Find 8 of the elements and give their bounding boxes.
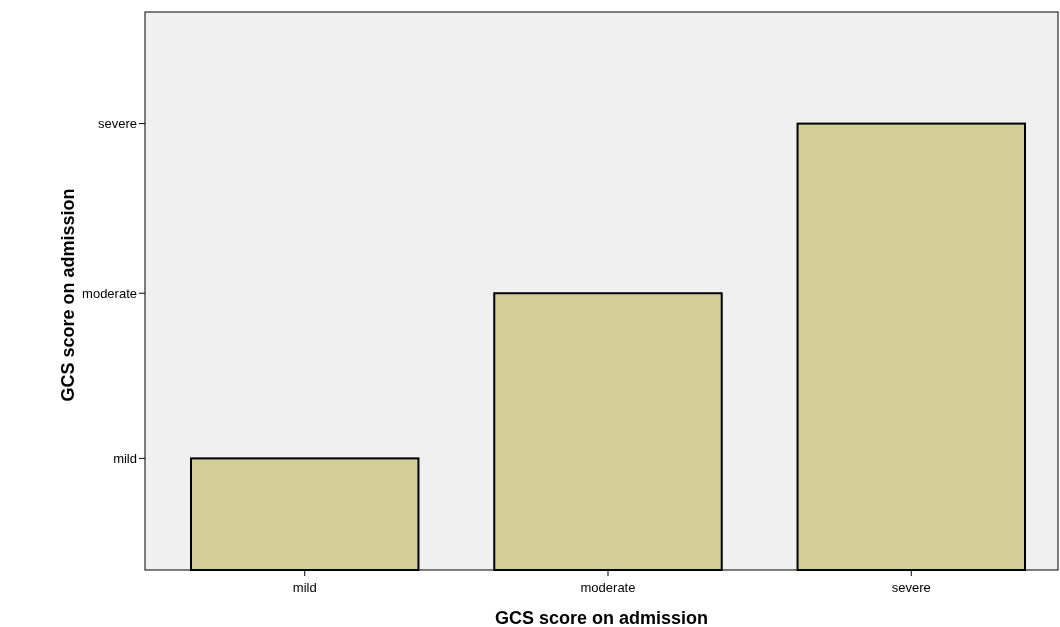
text: moderate: [82, 285, 137, 301]
text: mild: [113, 450, 137, 466]
x-axis-title: GCS score on admission: [494, 608, 709, 627]
x-tick-label: moderate: [580, 580, 636, 595]
x-tick-label: severe: [891, 580, 931, 595]
x-tick-label: mild: [292, 580, 317, 595]
text: severe: [97, 116, 137, 132]
y-axis-title: GCS score on admission: [58, 188, 78, 402]
